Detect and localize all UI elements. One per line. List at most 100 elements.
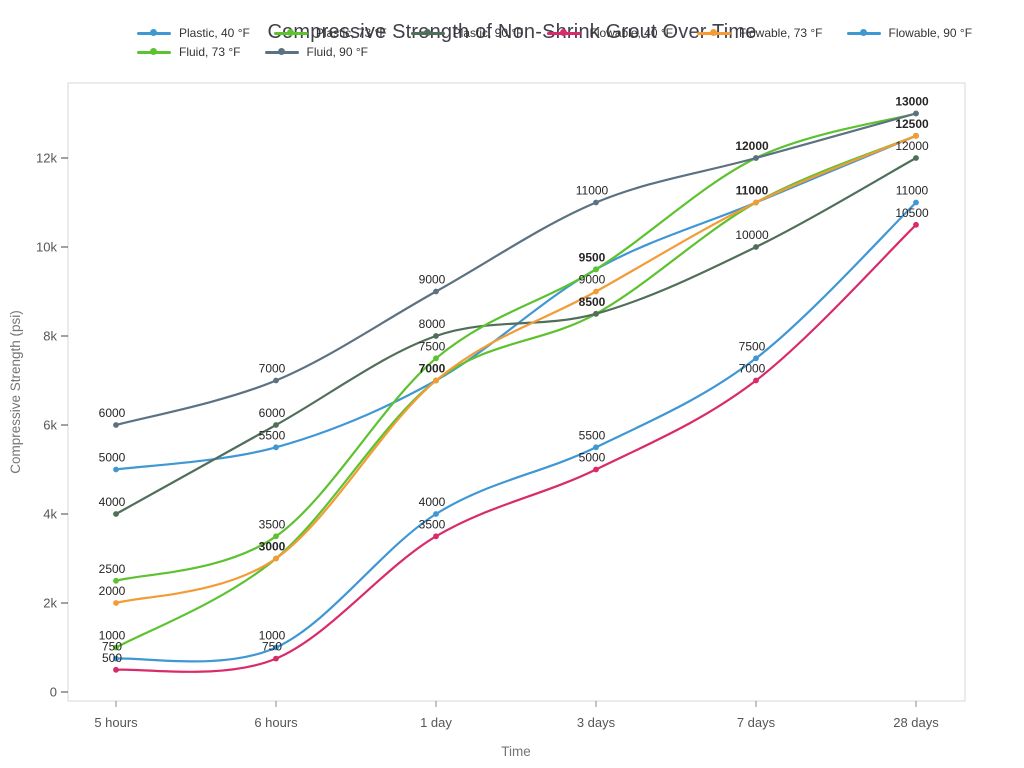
data-point xyxy=(113,655,119,662)
point-label: 9500 xyxy=(579,250,606,264)
legend: Plastic, 40 °F Plastic, 73 °F Plastic, 90 … xyxy=(137,26,997,64)
point-label: 750 xyxy=(102,640,122,654)
legend-item-plastic-40-f[interactable]: Plastic, 40 °F xyxy=(137,26,250,40)
line-marker-icon xyxy=(547,28,582,38)
point-label: 13000 xyxy=(895,95,929,109)
x-tick-label: 6 hours xyxy=(254,715,298,730)
line-marker-icon xyxy=(137,28,171,38)
data-point xyxy=(433,355,439,362)
data-point xyxy=(433,288,439,295)
series-lines xyxy=(113,110,919,673)
x-axis-title: Time xyxy=(501,744,531,759)
y-tick-label: 10k xyxy=(36,240,57,255)
data-point xyxy=(113,577,119,584)
chart-title: Compressive Strength of Non-Shrink Grout… xyxy=(267,21,757,43)
data-point xyxy=(593,444,599,451)
x-tick-label: 3 days xyxy=(577,715,616,730)
y-tick-label: 12k xyxy=(36,151,57,166)
point-label: 9000 xyxy=(419,273,446,287)
point-label: 12000 xyxy=(735,139,769,153)
legend-label: Plastic, 40 °F xyxy=(179,26,250,40)
legend-label: Plastic, 90 °F xyxy=(452,26,524,40)
line-marker-icon xyxy=(273,28,308,38)
y-tick-label: 8k xyxy=(43,329,57,344)
x-tick-label: 5 hours xyxy=(94,715,138,730)
data-point xyxy=(113,666,119,673)
legend-item-flowable-40-f[interactable]: Flowable, 40 °F xyxy=(547,26,673,40)
point-label: 5500 xyxy=(259,428,286,442)
x-tick-label: 28 days xyxy=(893,715,939,730)
series-line-flowable-73-f xyxy=(114,134,918,605)
axis-ticks: 0 2k 4k 6k 8k 10k 12k 5 hours 6 hours 1 day 3 days… xyxy=(36,151,939,731)
legend-item-plastic-90-f[interactable]: Plastic, 90 °F xyxy=(410,26,524,40)
point-label: 7500 xyxy=(739,339,766,353)
data-point xyxy=(273,533,279,540)
data-point xyxy=(753,244,759,250)
point-labels: 5000 1000 4000 500 2000 750 2500 6000 5500 3000 60… xyxy=(99,95,929,665)
y-tick-label: 2k xyxy=(43,596,57,611)
legend-label: Plastic, 73 °F xyxy=(315,26,387,40)
point-label: 6000 xyxy=(259,406,286,420)
point-label: 750 xyxy=(262,640,282,654)
data-point xyxy=(913,110,919,117)
data-point xyxy=(273,655,279,662)
point-label: 4000 xyxy=(419,495,446,509)
plot-frame xyxy=(67,82,966,702)
data-point xyxy=(913,155,919,161)
legend-label: Fluid, 90 °F xyxy=(306,45,369,59)
point-label: 9000 xyxy=(579,273,606,287)
data-point xyxy=(273,444,279,451)
series-line-plastic-90-f xyxy=(114,156,918,516)
data-point xyxy=(273,644,279,651)
data-point xyxy=(273,422,279,428)
point-label: 4000 xyxy=(99,495,126,509)
data-point xyxy=(433,333,439,339)
data-point xyxy=(433,533,439,540)
legend-item-flowable-90-f[interactable]: Flowable, 90 °F xyxy=(846,26,973,40)
data-point xyxy=(273,555,279,562)
legend-row: Plastic, 40 °F Plastic, 73 °F Plastic, 90 … xyxy=(137,26,997,40)
y-tick-label: 6k xyxy=(43,418,57,433)
series-line-flowable-90-f xyxy=(114,201,918,663)
legend-item-fluid-73-f[interactable]: Fluid, 73 °F xyxy=(137,45,241,59)
point-label: 10500 xyxy=(895,206,929,220)
data-point xyxy=(913,221,919,228)
series-line-fluid-90-f xyxy=(114,112,918,427)
point-label: 7000 xyxy=(259,362,286,376)
y-tick-label: 4k xyxy=(43,507,57,522)
legend-label: Flowable, 90 °F xyxy=(888,26,973,40)
legend-label: Fluid, 73 °F xyxy=(179,45,241,59)
data-point xyxy=(753,199,759,206)
point-label: 3500 xyxy=(419,517,446,531)
data-point xyxy=(433,377,439,384)
legend-label: Flowable, 40 °F xyxy=(589,26,673,40)
data-point xyxy=(113,422,119,428)
line-marker-icon xyxy=(410,28,445,38)
point-label: 500 xyxy=(102,651,122,665)
data-point xyxy=(593,288,599,295)
legend-row: Fluid, 73 °F Fluid, 90 °F xyxy=(137,45,997,59)
data-point xyxy=(113,600,119,606)
legend-item-flowable-73-f[interactable]: Flowable, 73 °F xyxy=(697,26,823,40)
point-label: 12500 xyxy=(895,117,929,131)
data-point xyxy=(753,377,759,384)
point-label: 2500 xyxy=(99,562,126,576)
point-label: 8500 xyxy=(579,295,606,309)
point-label: 5000 xyxy=(99,451,126,465)
line-marker-icon xyxy=(846,28,881,38)
legend-item-plastic-73-f[interactable]: Plastic, 73 °F xyxy=(273,26,387,40)
legend-item-fluid-90-f[interactable]: Fluid, 90 °F xyxy=(264,45,369,59)
line-marker-icon xyxy=(137,47,171,57)
point-label: 10000 xyxy=(735,228,769,242)
data-point xyxy=(913,132,919,139)
line-marker-icon xyxy=(697,28,731,38)
data-point xyxy=(593,310,599,317)
point-label: 12000 xyxy=(895,139,929,153)
point-label: 1000 xyxy=(259,629,286,643)
data-point xyxy=(913,199,919,206)
legend-label: Flowable, 73 °F xyxy=(739,26,823,40)
point-label: 5000 xyxy=(579,451,606,465)
point-label: 6000 xyxy=(99,406,126,420)
